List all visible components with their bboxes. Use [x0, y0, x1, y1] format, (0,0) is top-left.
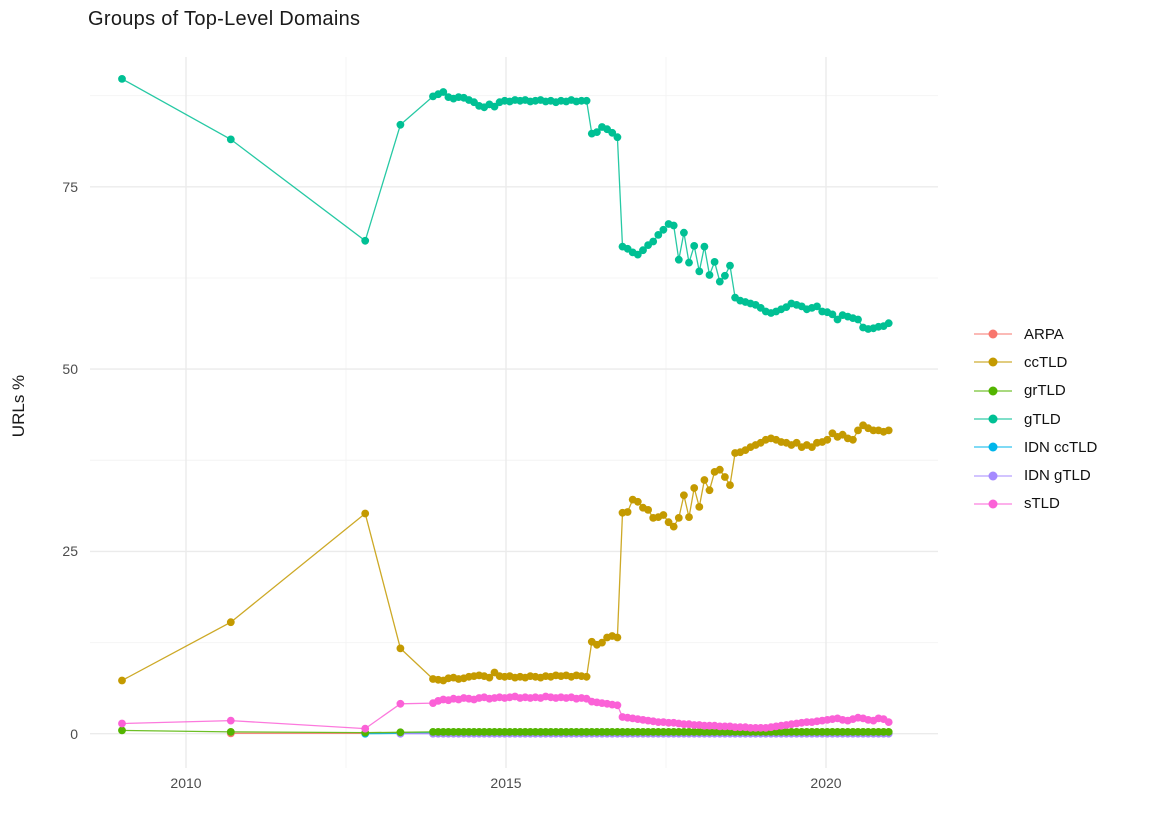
- legend-label: grTLD: [1024, 382, 1066, 400]
- legend-key-icon: [974, 442, 1012, 452]
- legend: ARPA ccTLD grTLD gTLD IDN ccTLD IDN gTLD…: [974, 320, 1097, 518]
- chart-title: Groups of Top-Level Domains: [88, 8, 361, 30]
- legend-item-idn-gtld: IDN gTLD: [974, 461, 1097, 489]
- legend-item-arpa: ARPA: [974, 320, 1097, 348]
- y-axis-tick-label: 50: [62, 361, 78, 378]
- y-axis-title: URLs %: [9, 374, 28, 438]
- legend-label: ccTLD: [1024, 353, 1068, 371]
- x-axis-tick-label: 2015: [490, 775, 522, 791]
- y-axis-tick-label: 75: [62, 178, 78, 195]
- y-axis-tick-label: 25: [62, 543, 78, 560]
- legend-key-icon: [974, 357, 1012, 367]
- legend-key-icon: [974, 414, 1012, 424]
- x-axis-tick-label: 2010: [170, 775, 202, 791]
- legend-item-stld: sTLD: [974, 490, 1097, 518]
- x-axis-tick-label: 2020: [810, 775, 842, 791]
- legend-item-gtld: gTLD: [974, 405, 1097, 433]
- legend-item-cctld: ccTLD: [974, 348, 1097, 376]
- legend-item-grtld: grTLD: [974, 377, 1097, 405]
- legend-key-icon: [974, 499, 1012, 509]
- legend-item-idn-cctld: IDN ccTLD: [974, 433, 1097, 461]
- legend-label: sTLD: [1024, 495, 1060, 513]
- legend-label: IDN gTLD: [1024, 467, 1091, 485]
- legend-key-icon: [974, 329, 1012, 339]
- legend-key-icon: [974, 386, 1012, 396]
- legend-label: IDN ccTLD: [1024, 438, 1098, 456]
- y-axis-tick-label: 0: [70, 725, 78, 742]
- legend-label: ARPA: [1024, 325, 1064, 343]
- legend-label: gTLD: [1024, 410, 1061, 428]
- legend-key-icon: [974, 471, 1012, 481]
